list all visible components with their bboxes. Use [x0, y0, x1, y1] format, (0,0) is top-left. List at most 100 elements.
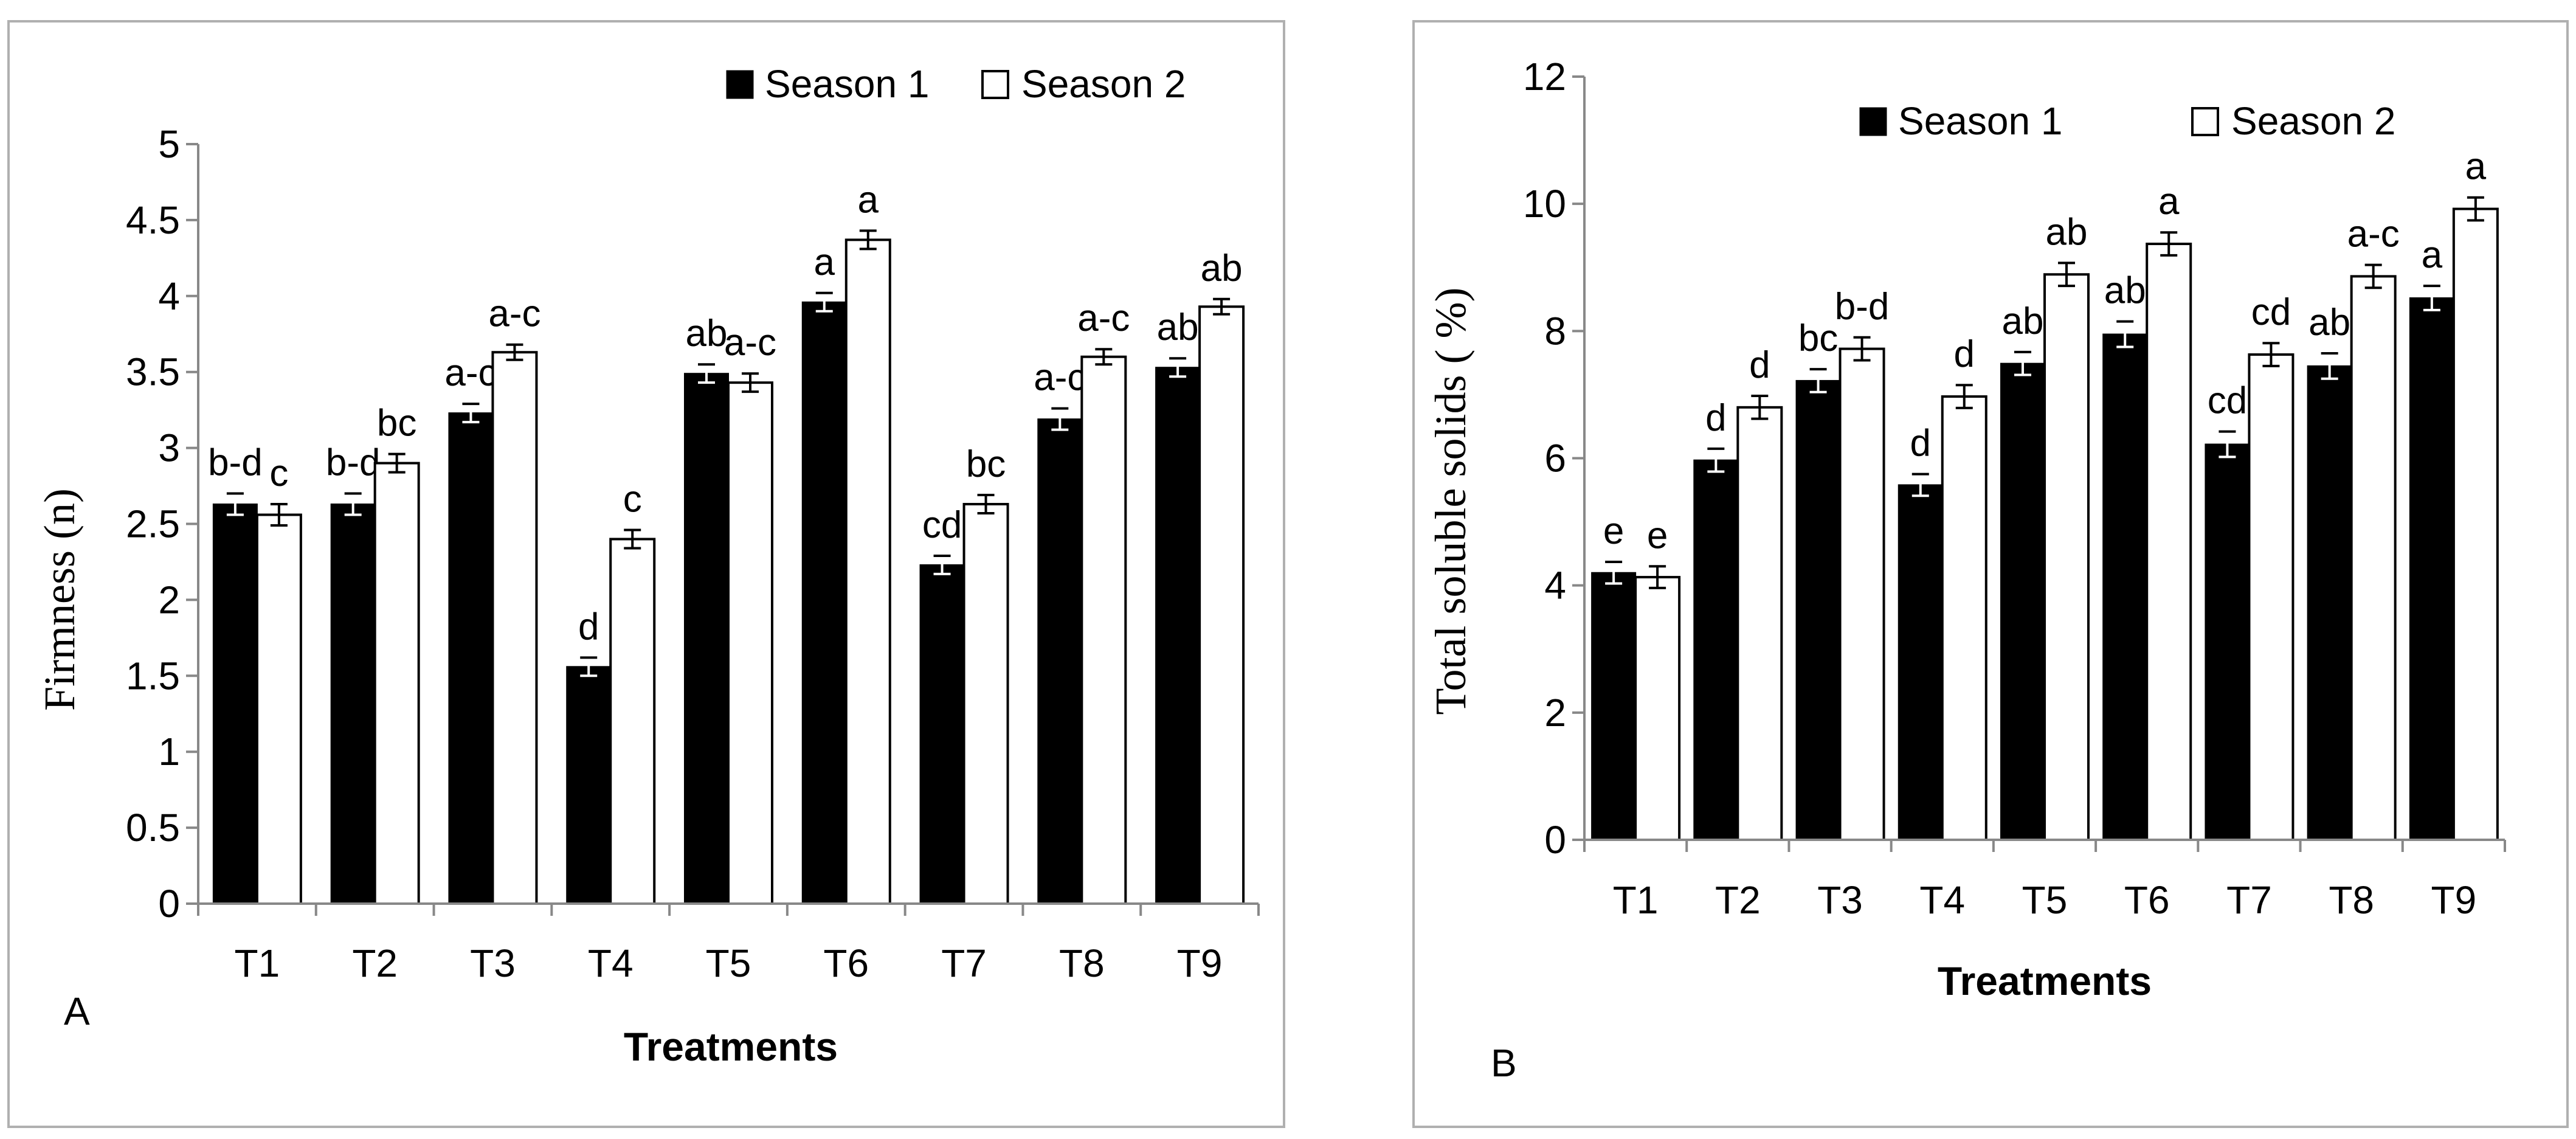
significance-letter-a: a-c: [1034, 357, 1086, 399]
bar-b-s2: [2248, 353, 2295, 841]
bar-a-s2: [491, 351, 538, 905]
significance-letter-a: ab: [686, 313, 728, 355]
legend-a-season-2-swatch: [981, 70, 1009, 99]
significance-letter-a: ab: [1157, 306, 1199, 348]
x-tick-label-a: T4: [588, 941, 634, 985]
y-tick-label-a: 2: [158, 578, 180, 621]
x-tick-label-a: T9: [1177, 941, 1223, 985]
bar-b-s1: [2205, 443, 2250, 840]
significance-letter-a: b-d: [326, 442, 381, 484]
significance-letter-b: a-c: [2347, 213, 2400, 255]
x-tick-label-a: T6: [823, 941, 869, 985]
legend-b-season-2-label: Season 2: [2231, 99, 2395, 143]
bar-a-s2: [962, 503, 1009, 905]
panel-a: Season 1 Season 2 0 0.5 1 1.5 2 2.5 3 3.5 4 4.5 5 b…: [7, 20, 1285, 1128]
bar-b-s1: [1795, 379, 1841, 840]
significance-letter-b: d: [1749, 344, 1770, 386]
bar-a-s2: [255, 513, 302, 905]
y-tick-label-a: 3.5: [126, 350, 180, 394]
bar-b-s2: [2350, 275, 2397, 841]
significance-letter-b: bc: [1798, 317, 1838, 359]
panel-label-a: A: [64, 989, 90, 1033]
significance-letter-a: b-d: [208, 442, 263, 484]
significance-letter-b: a: [2422, 234, 2443, 276]
bar-b-s1: [2307, 365, 2352, 840]
x-tick-label-b: T7: [2226, 878, 2272, 922]
bar-a-s2: [727, 381, 773, 905]
bar-a-s1: [1155, 367, 1201, 904]
bar-a-s1: [684, 373, 729, 904]
x-tick-label-a: T7: [941, 941, 987, 985]
significance-letter-a: a-c: [488, 293, 540, 335]
y-tick-label-a: 1: [158, 730, 180, 774]
bar-b-s1: [2102, 333, 2148, 840]
significance-letter-b: d: [1910, 423, 1931, 465]
legend-a: Season 1 Season 2: [726, 62, 1186, 106]
legend-a-season-1-swatch: [726, 70, 754, 99]
bar-a-s1: [801, 301, 847, 904]
bar-a-s1: [212, 504, 258, 904]
bar-b-s2: [2043, 273, 2090, 842]
bar-b-s2: [1839, 347, 1885, 841]
legend-b-season-1-swatch: [1859, 107, 1887, 136]
significance-letter-b: ab: [2308, 302, 2350, 344]
legend-b: Season 1 Season 2: [1859, 99, 2395, 143]
significance-letter-b: cd: [2208, 380, 2247, 422]
significance-letter-b: cd: [2251, 291, 2291, 333]
legend-a-season-1-label: Season 1: [765, 62, 929, 106]
x-tick-label-b: T6: [2124, 878, 2170, 922]
bar-b-s1: [1693, 459, 1739, 840]
significance-letter-a: ab: [1201, 248, 1243, 289]
significance-letter-a: a: [814, 241, 835, 283]
y-tick-label-b: 6: [1544, 437, 1566, 480]
significance-letter-a: cd: [922, 504, 962, 546]
y-tick-label-a: 0.5: [126, 806, 180, 850]
significance-letter-b: ab: [2002, 300, 2044, 342]
panel-label-b: B: [1491, 1041, 1517, 1085]
significance-letter-b: e: [1647, 514, 1668, 556]
bar-a-s2: [1080, 355, 1127, 905]
x-axis-label-a: Treatments: [624, 1024, 838, 1069]
significance-letter-a: c: [623, 478, 642, 520]
legend-a-season-2-label: Season 2: [1021, 62, 1186, 106]
bar-b-s1: [2000, 362, 2045, 840]
y-tick-label-a: 4: [158, 274, 180, 318]
y-tick-label-b: 8: [1544, 309, 1566, 353]
y-axis-label-b: Total soluble solids ( %): [1426, 288, 1475, 715]
significance-letter-a: a: [858, 179, 879, 221]
bar-b-s1: [1591, 572, 1637, 840]
x-tick-label-a: T5: [706, 941, 751, 985]
bar-b-s2: [1941, 395, 1987, 841]
y-tick-label-b: 12: [1523, 55, 1566, 99]
bar-a-s1: [919, 564, 965, 904]
x-tick-label-b: T2: [1715, 878, 1761, 922]
y-tick-label-b: 4: [1544, 564, 1566, 608]
significance-letter-b: e: [1603, 510, 1624, 552]
bar-a-s2: [844, 238, 891, 905]
y-axis-label-a: Firmness (n): [35, 488, 84, 711]
significance-letter-b: d: [1705, 397, 1726, 439]
x-tick-label-b: T5: [2022, 878, 2068, 922]
x-axis-label-b: Treatments: [1938, 958, 2152, 1003]
bar-a-s1: [566, 666, 612, 904]
bar-b-s2: [2146, 243, 2192, 842]
bar-a-s1: [330, 504, 376, 904]
bar-a-s2: [373, 462, 420, 905]
significance-letter-b: d: [1954, 333, 1975, 375]
significance-letter-b: ab: [2104, 270, 2146, 312]
y-tick-label-a: 5: [158, 122, 180, 166]
y-tick-label-a: 2.5: [126, 502, 180, 546]
x-tick-label-a: T8: [1059, 941, 1105, 985]
y-tick-label-b: 0: [1544, 818, 1566, 862]
legend-b-season-1-label: Season 1: [1898, 99, 2062, 143]
bar-b-s1: [2409, 297, 2454, 840]
significance-letter-a: bc: [966, 443, 1006, 485]
significance-letter-a: a-c: [444, 352, 497, 394]
significance-letter-a: d: [578, 606, 599, 648]
x-tick-label-a: T1: [235, 941, 280, 985]
y-tick-label-a: 0: [158, 882, 180, 926]
y-tick-label-b: 10: [1523, 182, 1566, 226]
significance-letter-a: bc: [377, 403, 416, 445]
